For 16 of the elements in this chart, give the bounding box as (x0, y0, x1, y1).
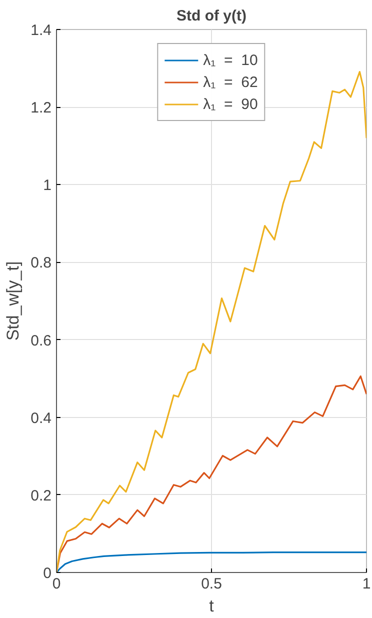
y-tick-label: 0.4 (30, 410, 52, 427)
y-tick-label: 1.4 (30, 22, 52, 39)
x-axis-title: t (209, 596, 214, 616)
x-tick-label: 1 (362, 576, 371, 592)
y-tick-label: 0.2 (30, 487, 52, 504)
legend-label: λ₁ = 62 (203, 74, 258, 90)
y-tick-label: 1 (43, 177, 52, 194)
y-tick-label: 0.6 (30, 332, 52, 350)
legend-label: λ₁ = 90 (203, 96, 258, 112)
legend-label: λ₁ = 10 (203, 52, 258, 68)
x-tick-label: 0.5 (201, 576, 222, 592)
y-tick-label: 1.2 (30, 100, 52, 117)
y-tick-label: 0 (43, 565, 52, 582)
y-tick-label: 0.8 (30, 254, 52, 272)
y-axis-title: Std_w[y_t] (4, 261, 23, 341)
chart-title: Std of y(t) (176, 8, 246, 24)
